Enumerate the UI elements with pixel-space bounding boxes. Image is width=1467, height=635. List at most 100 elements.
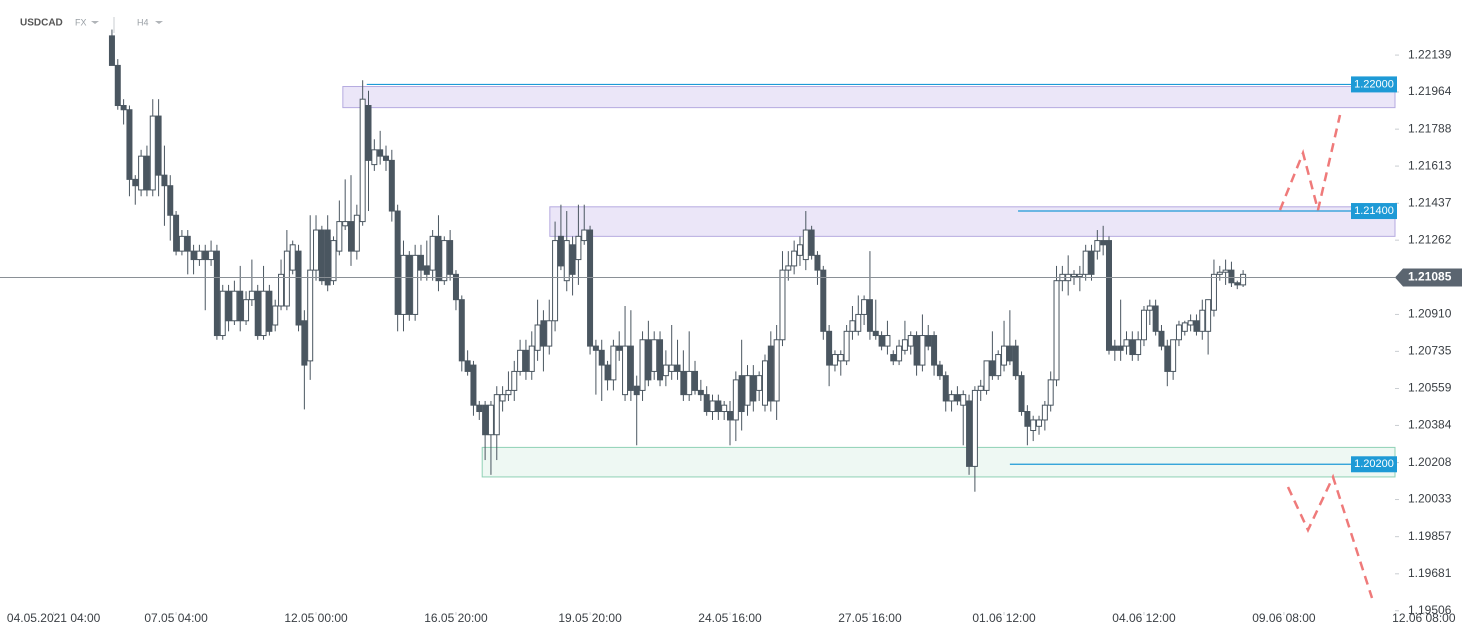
- candle-body-up: [1140, 309, 1147, 341]
- candle-body-down: [143, 155, 150, 191]
- candle-body-up: [563, 240, 570, 282]
- zones: [342, 86, 1396, 478]
- candle-body-up: [1205, 299, 1212, 332]
- y-tick-label: 1.20559: [1408, 381, 1452, 395]
- candle-body-down: [155, 115, 162, 176]
- candle-body-up: [849, 320, 856, 332]
- candle-body-up: [359, 98, 366, 223]
- symbol: USDCAD: [20, 18, 63, 29]
- candle-body-down: [697, 389, 704, 396]
- candle-body-up: [855, 313, 862, 332]
- candle-body-down: [132, 178, 139, 187]
- candle-body-down: [108, 35, 115, 66]
- candle-body-down: [814, 254, 821, 271]
- candle-body-down: [1006, 345, 1013, 362]
- y-tick-label: 1.19681: [1408, 566, 1452, 580]
- candle-body-down: [820, 269, 827, 332]
- candle-body-up: [342, 221, 349, 227]
- current-price-label: 1.21085: [1408, 270, 1452, 284]
- candle-body-down: [213, 250, 220, 337]
- candle-body-up: [1071, 273, 1078, 277]
- candle-body-down: [435, 235, 442, 282]
- candle-body-up: [581, 229, 588, 242]
- candle-body-up: [610, 345, 617, 381]
- projection-down: [1286, 473, 1374, 599]
- candle-body-down: [966, 400, 973, 467]
- candle-body-up: [639, 339, 646, 391]
- candle-body-down: [604, 364, 611, 381]
- candle-body-up: [429, 235, 436, 271]
- candle-body-up: [353, 214, 360, 252]
- candle-body-down: [680, 370, 687, 396]
- zone: [481, 446, 1396, 478]
- current-price-tag: [1395, 268, 1462, 287]
- candle-body-up: [371, 149, 378, 166]
- candle-body-down: [808, 229, 815, 256]
- candle-body-down: [936, 364, 943, 377]
- candle-body-up: [919, 335, 926, 366]
- candle-body-up: [138, 155, 145, 191]
- candle-body-up: [1210, 273, 1217, 311]
- candle-body-down: [295, 250, 302, 326]
- candle-body-up: [1175, 324, 1182, 341]
- y-tick-label: 1.20208: [1408, 455, 1452, 469]
- candle-body-down: [703, 394, 710, 413]
- candle-body-up: [651, 339, 658, 372]
- candle-body-down: [1228, 269, 1235, 284]
- candle-body-down: [1234, 282, 1241, 286]
- y-tick-label: 1.22139: [1408, 47, 1452, 61]
- candle-body-down: [161, 174, 168, 187]
- candle-body-down: [406, 254, 413, 315]
- candle-body-down: [1012, 345, 1019, 377]
- y-tick-label: 1.21788: [1408, 121, 1452, 135]
- candle-body-down: [587, 229, 594, 347]
- candle-body-down: [114, 64, 121, 107]
- candle-body-up: [791, 250, 798, 267]
- candle-body-up: [1216, 271, 1223, 275]
- candle-body-down: [767, 345, 774, 402]
- candle-body-down: [1129, 339, 1136, 356]
- x-tick-label: 12.06 08:00: [1392, 611, 1456, 625]
- candle-body-down: [447, 240, 454, 275]
- candle-body-up: [983, 360, 990, 391]
- candle-body-up: [995, 354, 1002, 377]
- candle-body-down: [1111, 345, 1118, 351]
- dropdown-icon[interactable]: [155, 21, 163, 24]
- level-label: 1.22000: [1354, 78, 1394, 90]
- candle-body-up: [289, 244, 296, 271]
- candle-body-down: [202, 250, 209, 261]
- candle-body-down: [826, 330, 833, 366]
- candle-body-down: [470, 364, 477, 406]
- candle-body-up: [884, 335, 891, 347]
- candle-body-up: [1041, 404, 1048, 421]
- candle-body-up: [1082, 250, 1089, 275]
- candle-body-up: [1222, 269, 1229, 273]
- x-tick-label: 19.05 20:00: [558, 611, 622, 625]
- dropdown-icon[interactable]: [91, 21, 99, 24]
- candles: [108, 29, 1247, 492]
- candle-body-up: [756, 375, 763, 391]
- candle-body-down: [616, 345, 623, 351]
- candle-body-down: [727, 411, 734, 421]
- candle-body-up: [499, 394, 506, 402]
- candle-body-down: [190, 250, 197, 261]
- x-tick-label: 04.06 12:00: [1112, 611, 1176, 625]
- candle-body-down: [592, 345, 599, 351]
- y-tick-label: 1.20384: [1408, 418, 1452, 432]
- candle-body-down: [925, 335, 932, 347]
- candle-body-down: [866, 299, 873, 332]
- candle-body-down: [301, 320, 308, 366]
- x-tick-label: 07.05 04:00: [144, 611, 208, 625]
- candle-body-down: [1018, 375, 1025, 413]
- timeframe[interactable]: H4: [137, 17, 149, 27]
- candle-body-down: [458, 299, 465, 362]
- candle-body-up: [732, 379, 739, 421]
- candle-body-up: [1199, 309, 1206, 332]
- candle-body-up: [400, 254, 407, 315]
- candle-body-down: [464, 360, 471, 372]
- candle-body-up: [744, 375, 751, 406]
- candle-body-up: [272, 305, 279, 326]
- candle-body-down: [1117, 345, 1124, 351]
- candle-body-down: [989, 360, 996, 377]
